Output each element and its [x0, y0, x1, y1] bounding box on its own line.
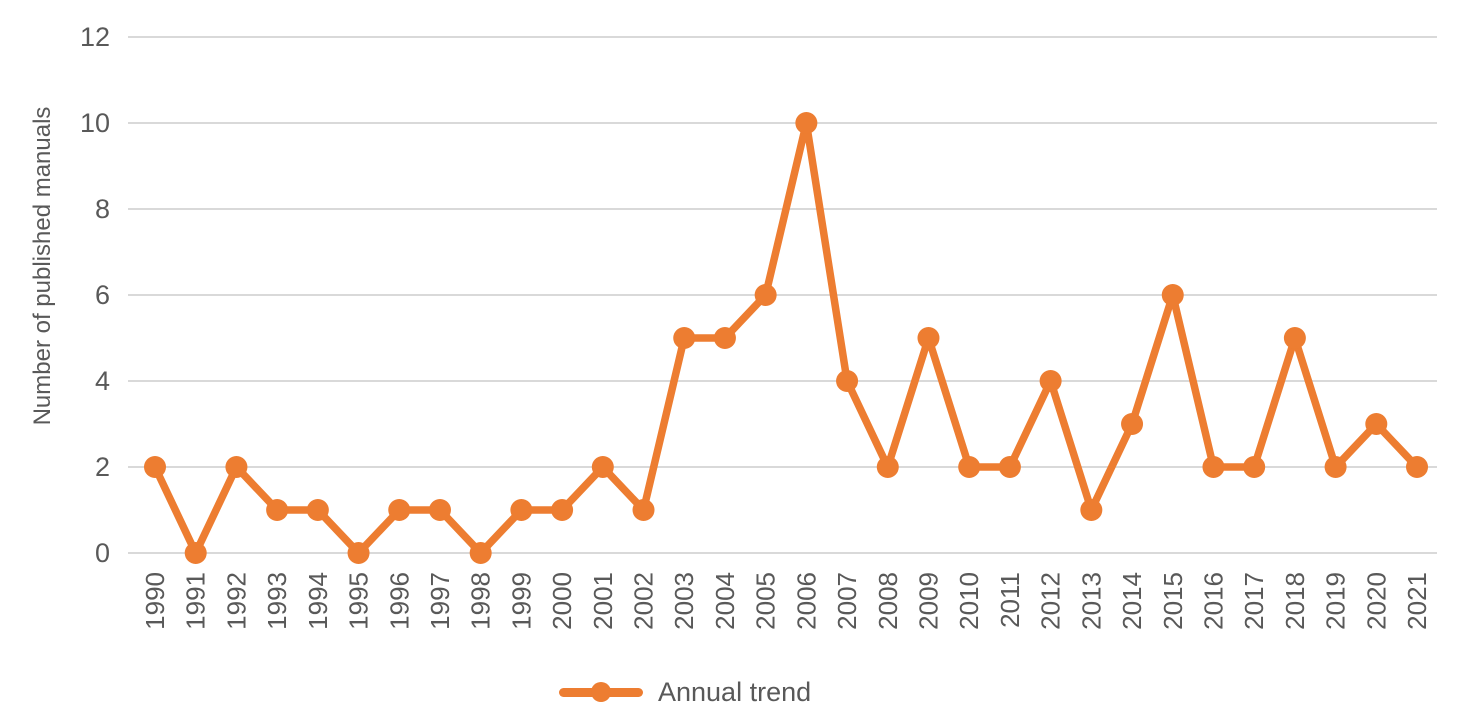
x-tick-label: 2016: [1198, 572, 1228, 630]
x-tick-label: 2009: [913, 572, 943, 630]
data-point-2019: [1324, 456, 1347, 478]
x-tick-label: 2020: [1361, 572, 1391, 630]
data-point-2006: [795, 112, 818, 134]
data-point-2011: [998, 456, 1021, 478]
data-point-2001: [591, 456, 614, 478]
data-point-1995: [347, 542, 370, 564]
x-tick-label: 2021: [1402, 572, 1432, 630]
data-point-2018: [1283, 327, 1306, 349]
x-tick-label: 2002: [629, 572, 659, 630]
data-point-2015: [1161, 284, 1184, 306]
y-tick-label: 8: [95, 194, 110, 224]
data-point-1993: [266, 499, 289, 521]
x-tick-label: 1998: [466, 572, 496, 630]
x-tick-label: 1999: [506, 572, 536, 630]
data-point-2003: [673, 327, 696, 349]
x-tick-label: 2001: [588, 572, 618, 630]
data-point-1990: [144, 456, 166, 478]
data-point-1994: [306, 499, 329, 521]
data-point-2021: [1406, 456, 1429, 478]
x-tick-label: 2000: [547, 572, 577, 630]
y-tick-label: 0: [95, 538, 110, 568]
data-point-1991: [184, 542, 207, 564]
data-point-1996: [388, 499, 411, 521]
x-tick-label: 2011: [995, 572, 1025, 628]
data-point-markers: [144, 112, 1429, 564]
data-point-2008: [876, 456, 899, 478]
x-tick-label: 2017: [1239, 572, 1269, 630]
y-tick-label: 10: [80, 108, 110, 138]
legend-dot-icon: [591, 682, 611, 702]
data-point-2013: [1080, 499, 1103, 521]
gridlines: [128, 36, 1437, 554]
x-tick-label: 2005: [751, 572, 781, 630]
data-point-2017: [1243, 456, 1266, 478]
data-point-2005: [754, 284, 777, 306]
data-point-2014: [1121, 413, 1144, 435]
x-tick-label: 1997: [425, 572, 455, 630]
x-tick-label: 2010: [954, 572, 984, 630]
data-point-1992: [225, 456, 248, 478]
x-tick-label: 1996: [384, 572, 414, 630]
legend: Annual trend: [559, 675, 811, 709]
x-tick-labels: 1990 1991 1992 1993 1994 1995 1996 1997 1998 1999…: [140, 572, 1432, 630]
x-tick-label: 2013: [1076, 572, 1106, 630]
data-point-2012: [1039, 370, 1062, 392]
data-point-2010: [958, 456, 981, 478]
x-tick-label: 2019: [1321, 572, 1351, 630]
x-tick-label: 2012: [1036, 572, 1066, 630]
x-tick-label: 1994: [303, 572, 333, 630]
data-point-2004: [713, 327, 736, 349]
x-tick-label: 2004: [710, 572, 740, 630]
x-tick-label: 2008: [873, 572, 903, 630]
data-point-2009: [917, 327, 940, 349]
data-point-2002: [632, 499, 655, 521]
trend-line: [151, 119, 1421, 557]
data-point-2020: [1365, 413, 1388, 435]
x-tick-label: 1991: [181, 572, 211, 630]
x-tick-label: 2007: [832, 572, 862, 630]
x-tick-label: 2006: [791, 572, 821, 630]
y-tick-label: 2: [95, 452, 110, 482]
data-point-2000: [551, 499, 574, 521]
x-tick-label: 1992: [221, 572, 251, 630]
y-tick-label: 4: [95, 366, 110, 396]
y-tick-labels: 0 2 4 6 8 10 12: [80, 22, 110, 568]
data-point-2016: [1202, 456, 1225, 478]
x-tick-label: 1993: [262, 572, 292, 630]
legend-label: Annual trend: [658, 676, 812, 707]
data-point-1997: [428, 499, 451, 521]
data-point-2007: [836, 370, 859, 392]
data-point-1999: [510, 499, 533, 521]
y-tick-label: 12: [80, 22, 110, 52]
x-tick-label: 2015: [1158, 572, 1188, 630]
x-tick-label: 2018: [1280, 572, 1310, 630]
legend-line-marker-icon: [559, 682, 643, 702]
y-axis-title: Number of published manuals: [29, 106, 56, 426]
x-tick-label: 1990: [140, 572, 170, 630]
y-tick-label: 6: [95, 280, 110, 310]
x-tick-label: 2014: [1117, 572, 1147, 630]
data-point-1998: [469, 542, 492, 564]
x-tick-label: 1995: [344, 572, 374, 630]
x-tick-label: 2003: [669, 572, 699, 630]
